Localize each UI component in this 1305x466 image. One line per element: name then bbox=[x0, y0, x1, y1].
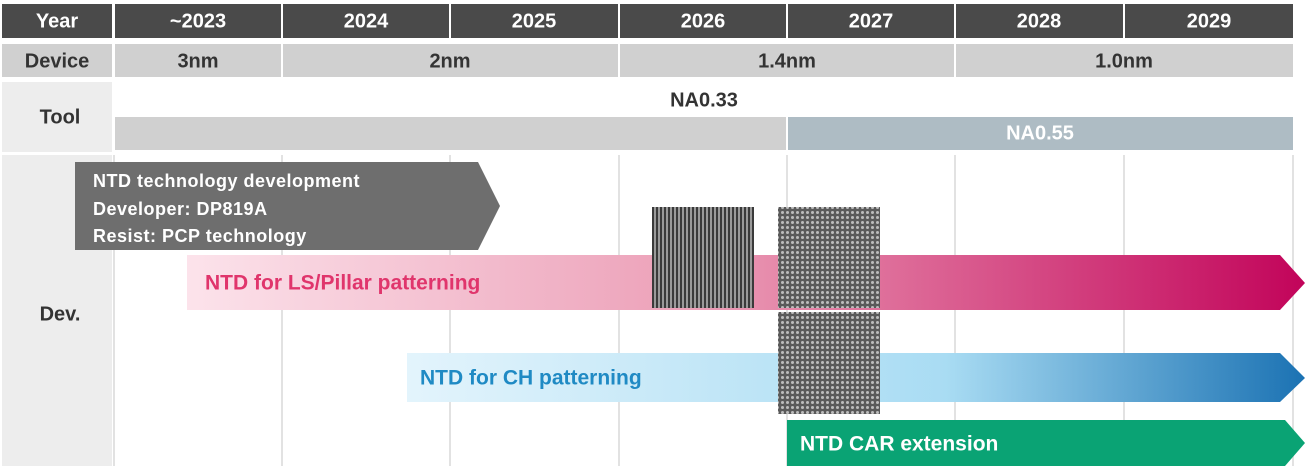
device-cell: 1.0nm bbox=[1095, 50, 1153, 72]
tool-bar-label: NA0.33 bbox=[670, 89, 738, 111]
arrow-label: NTD for CH patterning bbox=[420, 367, 642, 390]
tool-label: Tool bbox=[40, 106, 81, 128]
year-cell: 2026 bbox=[681, 10, 726, 32]
year-cell: 2029 bbox=[1187, 10, 1232, 32]
tool-bar bbox=[115, 117, 786, 150]
year-header: Year bbox=[36, 10, 78, 32]
development-text: NTD technology development bbox=[93, 171, 360, 191]
development-text: Developer: DP819A bbox=[93, 199, 268, 219]
device-header: Device bbox=[25, 50, 90, 72]
year-cell: 2028 bbox=[1017, 10, 1062, 32]
device-cell: 3nm bbox=[177, 50, 218, 72]
development-text: Resist: PCP technology bbox=[93, 226, 307, 246]
year-cell: 2027 bbox=[849, 10, 894, 32]
tool-bar-label: NA0.55 bbox=[1006, 122, 1074, 144]
year-cell: ~2023 bbox=[170, 10, 226, 32]
roadmap: Year ~2023 2024 2025 2026 2027 2028 2029… bbox=[0, 0, 1305, 466]
sem-image-holes bbox=[778, 312, 880, 414]
dev-label: Dev. bbox=[40, 303, 81, 325]
sem-image-pillars bbox=[778, 207, 880, 308]
year-cell: 2024 bbox=[344, 10, 389, 32]
device-cell: 1.4nm bbox=[758, 50, 816, 72]
sem-image-lines bbox=[652, 207, 754, 308]
arrow-label: NTD for LS/Pillar patterning bbox=[205, 272, 480, 295]
year-cell: 2025 bbox=[512, 10, 557, 32]
device-cell: 2nm bbox=[429, 50, 470, 72]
arrow-label: NTD CAR extension bbox=[800, 433, 998, 456]
